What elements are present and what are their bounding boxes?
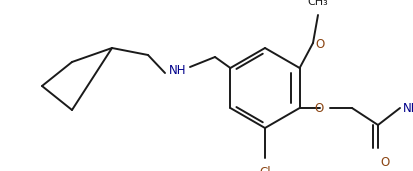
- Text: O: O: [314, 102, 324, 115]
- Text: NH: NH: [169, 63, 187, 76]
- Text: Cl: Cl: [259, 166, 271, 171]
- Text: O: O: [380, 156, 389, 169]
- Text: CH₃: CH₃: [308, 0, 328, 7]
- Text: NH₂: NH₂: [403, 102, 413, 115]
- Text: O: O: [315, 38, 324, 51]
